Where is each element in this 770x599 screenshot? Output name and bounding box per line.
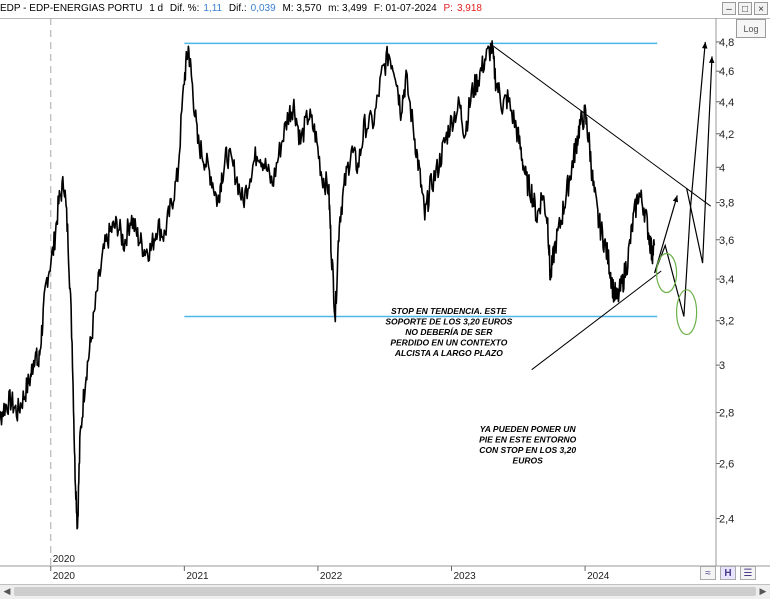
trend-line — [491, 44, 711, 207]
dif-pct-value: 1,11 — [203, 3, 223, 14]
annotation-line: STOP EN TENDENCIA. ESTE — [391, 306, 507, 316]
price-value: 3,918 — [456, 3, 482, 14]
window-controls: – □ × — [722, 2, 768, 15]
annotation-text: STOP EN TENDENCIA. ESTE SOPORTE DE LOS 3,… — [385, 306, 512, 358]
projection-arrowhead — [702, 41, 708, 49]
min-label: m: 3,499 — [328, 3, 368, 14]
x-tick-label: 2024 — [587, 571, 610, 582]
y-tick-label: 2,8 — [719, 408, 734, 420]
x-tick-label: 2021 — [186, 571, 209, 582]
projection-path — [686, 56, 713, 264]
horizontal-scrollbar[interactable]: ◀ ▶ — [0, 584, 770, 599]
scroll-right-icon[interactable]: ▶ — [759, 586, 767, 596]
y-tick-label: 3,2 — [719, 316, 734, 328]
y-tick-label: 2,4 — [719, 514, 734, 526]
price-label: P: — [443, 3, 453, 14]
y-tick-label: 3,4 — [719, 274, 734, 286]
projection-path — [654, 195, 678, 274]
annotation-line: ALCISTA A LARGO PLAZO — [394, 348, 503, 358]
y-tick-label: 4 — [719, 162, 725, 174]
period-label[interactable]: 1 d — [149, 3, 164, 14]
projection-arrowhead — [708, 56, 715, 63]
x-tick-label: 2020 — [53, 571, 76, 582]
y-tick-label: 3,8 — [719, 198, 734, 210]
x-axis: 2020 2021 2022 2023 2024 — [0, 565, 770, 582]
trend-line — [531, 270, 662, 371]
grid-layer: 2020 — [50, 18, 76, 566]
trend-lines-layer — [491, 41, 715, 371]
dif-pct-label: Dif. %: — [169, 3, 200, 14]
annotation-line: PERDIDO EN UN CONTEXTO — [390, 338, 507, 348]
dif-value: 0,039 — [250, 3, 276, 14]
y-tick-label: 3,6 — [719, 235, 734, 247]
annotation-line: CON STOP EN LOS 3,20 — [479, 445, 576, 455]
date-label: F: 01-07-2024 — [373, 3, 437, 14]
annotation-line: SOPORTE DE LOS 3,20 EUROS — [385, 317, 512, 327]
y-tick-label: 2,6 — [719, 459, 734, 471]
price-line — [0, 40, 656, 530]
annotation-line: NO DEBERÍA DE SER — [405, 327, 493, 337]
annotation-line: EUROS — [513, 455, 544, 465]
minimize-button[interactable]: – — [722, 2, 736, 15]
target-ellipse — [655, 252, 678, 294]
wave-tool-icon[interactable]: ≈ — [700, 566, 716, 580]
y-tick-label: 4,6 — [719, 66, 734, 78]
vertical-marker-label: 2020 — [53, 554, 76, 565]
projection-path — [654, 41, 706, 317]
y-tick-label: 4,2 — [719, 129, 734, 141]
price-layer — [0, 40, 656, 530]
y-tick-label: 4,4 — [719, 97, 734, 109]
h-tool-button[interactable]: H — [720, 566, 736, 580]
y-tick-label: 4,8 — [719, 37, 734, 49]
log-scale-button[interactable]: Log — [736, 19, 766, 38]
close-button[interactable]: × — [754, 2, 768, 15]
annotation-line: YA PUEDEN PONER UN — [480, 424, 577, 434]
projection-arrowhead — [672, 195, 679, 203]
ellipses-layer — [655, 252, 698, 336]
scroll-left-icon[interactable]: ◀ — [3, 586, 11, 596]
chart-header: EDP - EDP-ENERGIAS PORTU 1 d Dif. %: 1,11… — [0, 0, 770, 19]
scroll-thumb[interactable] — [14, 587, 756, 596]
ticker-label: EDP - EDP-ENERGIAS PORTU — [0, 3, 143, 14]
y-axis: 4,8 4,6 4,4 4,2 4 3,8 3,6 3,4 3,2 3 2,8 2,6 2,4 — [715, 18, 734, 566]
x-tick-label: 2022 — [320, 571, 343, 582]
y-tick-label: 3 — [719, 360, 725, 372]
target-ellipse — [675, 289, 698, 336]
dif-label: Dif.: — [228, 3, 247, 14]
level-lines-layer — [184, 42, 658, 318]
menu-icon[interactable]: ☰ — [740, 566, 756, 580]
maximize-button[interactable]: □ — [738, 2, 752, 15]
x-tick-label: 2023 — [454, 571, 477, 582]
price-chart[interactable]: 2020 STOP EN TENDENCIA. ESTE SOPORTE DE L… — [0, 18, 770, 584]
chart-toolbar: ≈ H ☰ — [700, 566, 756, 580]
max-label: M: 3,570 — [282, 3, 322, 14]
annotation-line: PIE EN ESTE ENTORNO — [479, 434, 577, 444]
annotation-text: YA PUEDEN PONER UN PIE EN ESTE ENTORNO CON… — [479, 424, 577, 466]
annotations-layer: STOP EN TENDENCIA. ESTE SOPORTE DE LOS 3,… — [385, 306, 576, 465]
